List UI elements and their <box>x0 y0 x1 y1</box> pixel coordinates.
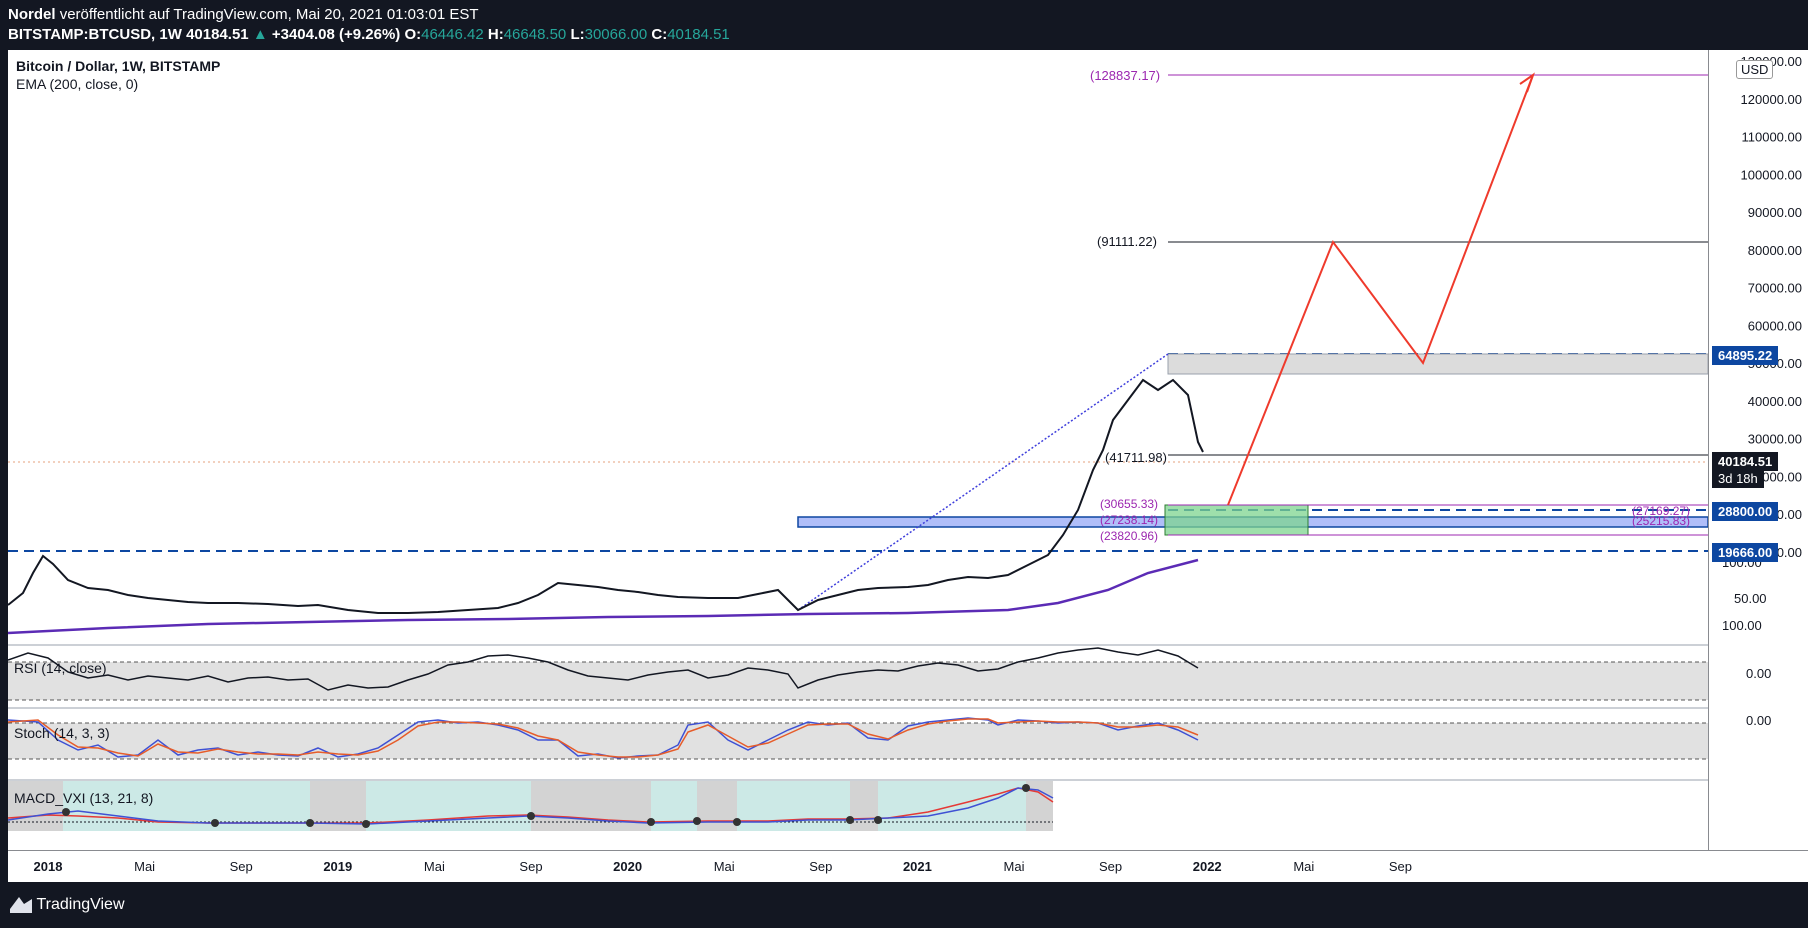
open-label: O: <box>404 26 422 43</box>
price-tick-label: 110000.00 <box>1742 130 1803 145</box>
price-tick-label: 60000.00 <box>1748 318 1802 333</box>
label-fib-b: (27238.14) <box>1100 513 1159 527</box>
stoch-axis-0: 0.00 <box>1746 666 1771 681</box>
change-arrow-icon: ▲ <box>252 26 268 43</box>
time-tick-label: Mai <box>1293 859 1314 874</box>
rsi-line <box>7 647 1199 691</box>
time-tick-label: Sep <box>519 859 542 874</box>
time-tick-label: Mai <box>424 859 445 874</box>
ema-legend[interactable]: EMA (200, close, 0) <box>16 76 139 92</box>
tradingview-logo[interactable]: TradingView <box>10 896 125 914</box>
badge-low-support: 19666.00 <box>1712 543 1779 562</box>
price-tick-label: 40000.00 <box>1748 394 1802 409</box>
low-label: L: <box>570 26 585 43</box>
time-axis-ticks: 2018 Mai Sep 2019 Mai Sep 2020 Mai Sep 2021 Mai Sep… <box>34 859 1412 874</box>
time-tick-label: Mai <box>134 859 155 874</box>
macd-cross-markers <box>62 784 1030 828</box>
macd-signal-line <box>7 787 1054 824</box>
time-tick-label: Sep <box>1099 859 1122 874</box>
symbol-label[interactable]: BITSTAMP:BTCUSD, 1W <box>8 26 182 43</box>
macd-legend[interactable]: MACD_VXI (13, 21, 8) <box>14 790 154 806</box>
price-tick-label: 100000.00 <box>1741 167 1802 182</box>
stoch-axis-100: 100.00 <box>1722 618 1762 633</box>
label-fib-right-a: (27169.27) <box>1632 504 1691 518</box>
time-tick-label: Sep <box>809 859 832 874</box>
rsi-axis-50: 50.00 <box>1734 591 1767 606</box>
time-tick-label: 2022 <box>1193 859 1222 874</box>
rsi-legend[interactable]: RSI (14, close) <box>14 660 107 676</box>
close-label: C: <box>651 26 668 43</box>
label-current-level: (41711.98) <box>1105 450 1167 465</box>
stoch-legend[interactable]: Stoch (14, 3, 3) <box>14 725 110 741</box>
price-series <box>7 378 1204 614</box>
price-tick-label: 80000.00 <box>1748 243 1802 258</box>
quote-line: BITSTAMP:BTCUSD, 1W 40184.51 ▲ +3404.08 … <box>8 26 730 43</box>
time-tick-label: 2021 <box>903 859 932 874</box>
badge-countdown: 3d 18h <box>1712 469 1764 488</box>
projection-path <box>1227 74 1534 506</box>
label-target-top: (128837.17) <box>1090 68 1161 83</box>
publish-info: veröffentlicht auf TradingView.com, Mai … <box>59 6 479 23</box>
price-change: +3404.08 (+9.26%) <box>271 26 401 43</box>
badge-resistance: 64895.22 <box>1712 346 1779 365</box>
last-price: 40184.51 <box>186 26 249 43</box>
time-axis[interactable]: 2018 Mai Sep 2019 Mai Sep 2020 Mai Sep 2021 Mai Sep… <box>8 849 1808 882</box>
chart-plot-area[interactable] <box>7 50 1709 882</box>
open-value: 46446.42 <box>421 26 484 43</box>
label-fib-c: (23820.96) <box>1100 529 1159 543</box>
time-tick-label: Sep <box>1389 859 1412 874</box>
ema-line <box>7 558 1199 635</box>
price-tick-label: 70000.00 <box>1748 281 1802 296</box>
high-label: H: <box>487 26 504 43</box>
macd-axis-0: 0.00 <box>1746 713 1771 728</box>
stoch-d-line <box>7 718 1199 758</box>
price-tick-label: 120000.00 <box>1741 92 1802 107</box>
price-tick-label: 30000.00 <box>1748 432 1802 447</box>
author-name[interactable]: Nordel <box>8 6 56 23</box>
chart-title[interactable]: Bitcoin / Dollar, 1W, BITSTAMP <box>16 58 221 74</box>
label-fib-right-b: (25215.83) <box>1632 514 1691 528</box>
tradingview-icon <box>10 897 32 913</box>
label-fib-a: (30655.33) <box>1100 497 1159 511</box>
time-tick-label: Sep <box>230 859 253 874</box>
chart-header: Nordel veröffentlicht auf TradingView.co… <box>0 0 1808 50</box>
chart-svg[interactable] <box>7 50 1709 882</box>
time-tick-label: 2020 <box>613 859 642 874</box>
label-target-mid: (91111.22) <box>1097 234 1157 249</box>
time-tick-label: 2018 <box>34 859 63 874</box>
high-value: 46648.50 <box>503 26 567 43</box>
price-tick-label: 0.00 <box>1777 545 1802 560</box>
currency-button[interactable]: USD <box>1736 60 1774 79</box>
close-value: 40184.51 <box>667 26 730 43</box>
time-tick-label: Mai <box>714 859 735 874</box>
low-value: 30066.00 <box>584 26 648 43</box>
time-tick-label: 2019 <box>323 859 352 874</box>
time-tick-label: Mai <box>1004 859 1025 874</box>
publish-line: Nordel veröffentlicht auf TradingView.co… <box>8 6 479 23</box>
macd-line <box>7 787 1054 825</box>
stoch-k-line <box>7 717 1199 759</box>
footer-bar: TradingView <box>0 882 1808 928</box>
badge-support: 28800.00 <box>1712 502 1779 521</box>
price-tick-label: 90000.00 <box>1748 205 1802 220</box>
badge-current-price: 40184.51 <box>1712 452 1779 471</box>
